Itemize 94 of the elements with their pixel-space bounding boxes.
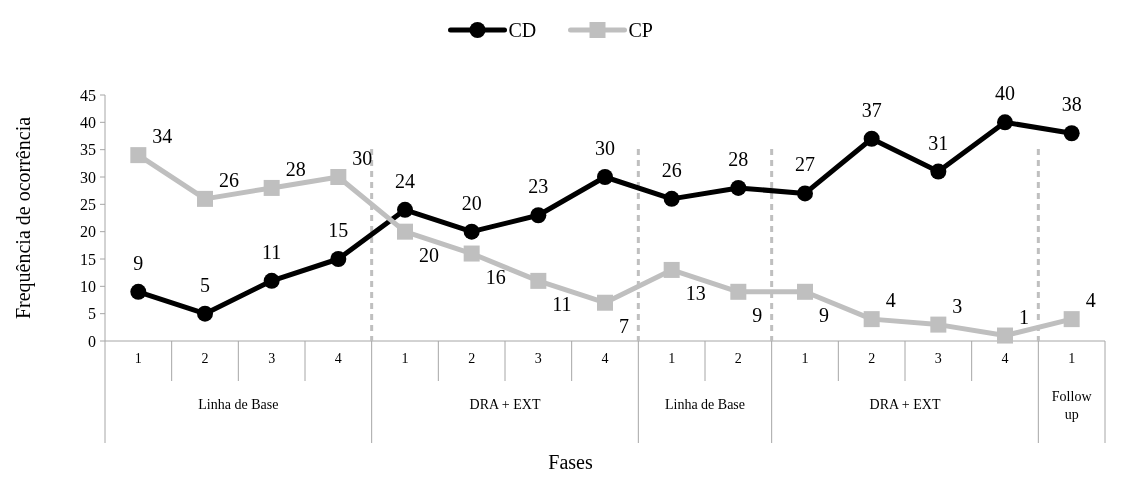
- point: [197, 305, 213, 322]
- x-tick-label: 4: [1001, 351, 1009, 366]
- point: [330, 251, 347, 267]
- y-tick-label: 45: [80, 86, 96, 104]
- data-label: 34: [152, 125, 173, 148]
- point: [463, 245, 480, 262]
- x-axis-title: Fases: [548, 451, 593, 473]
- x-tick-label: 1: [401, 351, 409, 366]
- point: [397, 201, 413, 218]
- data-label: 20: [461, 191, 482, 214]
- y-axis-title: Frequência de ocorrência: [12, 116, 35, 320]
- x-tick-label: 1: [668, 351, 676, 366]
- y-tick-label: 10: [80, 277, 96, 295]
- data-label: 4: [885, 289, 896, 312]
- point: [997, 114, 1013, 131]
- x-tick-label: 4: [601, 351, 609, 366]
- data-label: 15: [328, 219, 349, 241]
- y-tick-label: 15: [80, 250, 96, 268]
- point: [863, 130, 880, 147]
- point: [530, 272, 547, 289]
- point: [130, 283, 147, 300]
- point: [863, 311, 880, 328]
- x-tick-label: 1: [134, 351, 142, 366]
- x-tick-label: 3: [268, 351, 276, 366]
- x-tick-label: 4: [334, 351, 342, 366]
- x-tick-label: 2: [734, 351, 742, 366]
- point: [597, 169, 613, 185]
- point: [663, 190, 680, 207]
- data-label: 28: [728, 147, 749, 170]
- data-label: 13: [685, 281, 706, 304]
- data-label: 20: [419, 243, 439, 266]
- y-tick-label: 20: [80, 223, 96, 241]
- point: [663, 261, 680, 278]
- point: [463, 223, 480, 240]
- text: DRA + EXT: [869, 397, 941, 412]
- x-tick-label: 3: [534, 351, 542, 366]
- data-label: 27: [795, 153, 815, 176]
- y-tick-label: 5: [88, 305, 96, 323]
- data-label: 26: [219, 168, 239, 191]
- data-label: 11: [552, 292, 572, 315]
- y-tick-label: 35: [80, 141, 96, 159]
- y-tick-label: 30: [80, 168, 96, 186]
- point: [730, 283, 747, 300]
- x-tick-label: 2: [201, 351, 209, 366]
- point: [997, 327, 1013, 344]
- y-tick-label: 40: [80, 113, 96, 131]
- point: [330, 169, 347, 185]
- x-tick-label: 3: [934, 351, 942, 366]
- point: [797, 283, 813, 300]
- point: [263, 179, 280, 196]
- data-label: 11: [262, 240, 282, 263]
- data-label: 3: [952, 294, 963, 317]
- data-label: 4: [1085, 289, 1096, 312]
- point: [730, 179, 747, 196]
- point: [130, 147, 147, 164]
- data-label: 9: [819, 303, 829, 326]
- y-tick-label: 25: [80, 195, 96, 213]
- point: [597, 294, 613, 311]
- data-label: 23: [528, 175, 549, 198]
- x-tick-label: 2: [468, 351, 476, 366]
- y-tick-label: 0: [88, 332, 96, 350]
- x-tick-label: 1: [1068, 351, 1076, 366]
- text: DRA + EXT: [469, 397, 541, 412]
- data-label: 38: [1061, 93, 1082, 116]
- data-label: 16: [485, 265, 506, 288]
- point: [1063, 311, 1080, 328]
- data-label: 28: [285, 157, 306, 180]
- point: [263, 272, 280, 289]
- point: [1063, 125, 1080, 142]
- legend-label: CP: [628, 19, 653, 41]
- point: [197, 190, 213, 207]
- data-label: 31: [928, 131, 949, 154]
- data-label: 24: [395, 169, 415, 192]
- data-label: 40: [995, 82, 1015, 105]
- x-tick-label: 2: [868, 351, 876, 366]
- data-label: 26: [661, 158, 682, 181]
- data-label: 5: [200, 273, 210, 296]
- point: [930, 316, 947, 333]
- data-label: 30: [595, 137, 615, 159]
- text: Follow up: [1051, 389, 1093, 422]
- point: [797, 185, 813, 202]
- legend-label: CD: [508, 19, 537, 41]
- data-label: 9: [752, 303, 763, 326]
- x-tick-label: 1: [801, 351, 809, 366]
- text: Linha de Base: [198, 397, 279, 412]
- data-label: 1: [1019, 305, 1029, 328]
- point: [397, 223, 413, 240]
- data-label: 37: [861, 98, 882, 121]
- point: [930, 163, 947, 180]
- data-label: 7: [619, 314, 629, 337]
- text: Linha de Base: [664, 397, 746, 412]
- point: [530, 207, 547, 224]
- data-label: 30: [352, 147, 373, 169]
- data-label: 9: [133, 251, 144, 274]
